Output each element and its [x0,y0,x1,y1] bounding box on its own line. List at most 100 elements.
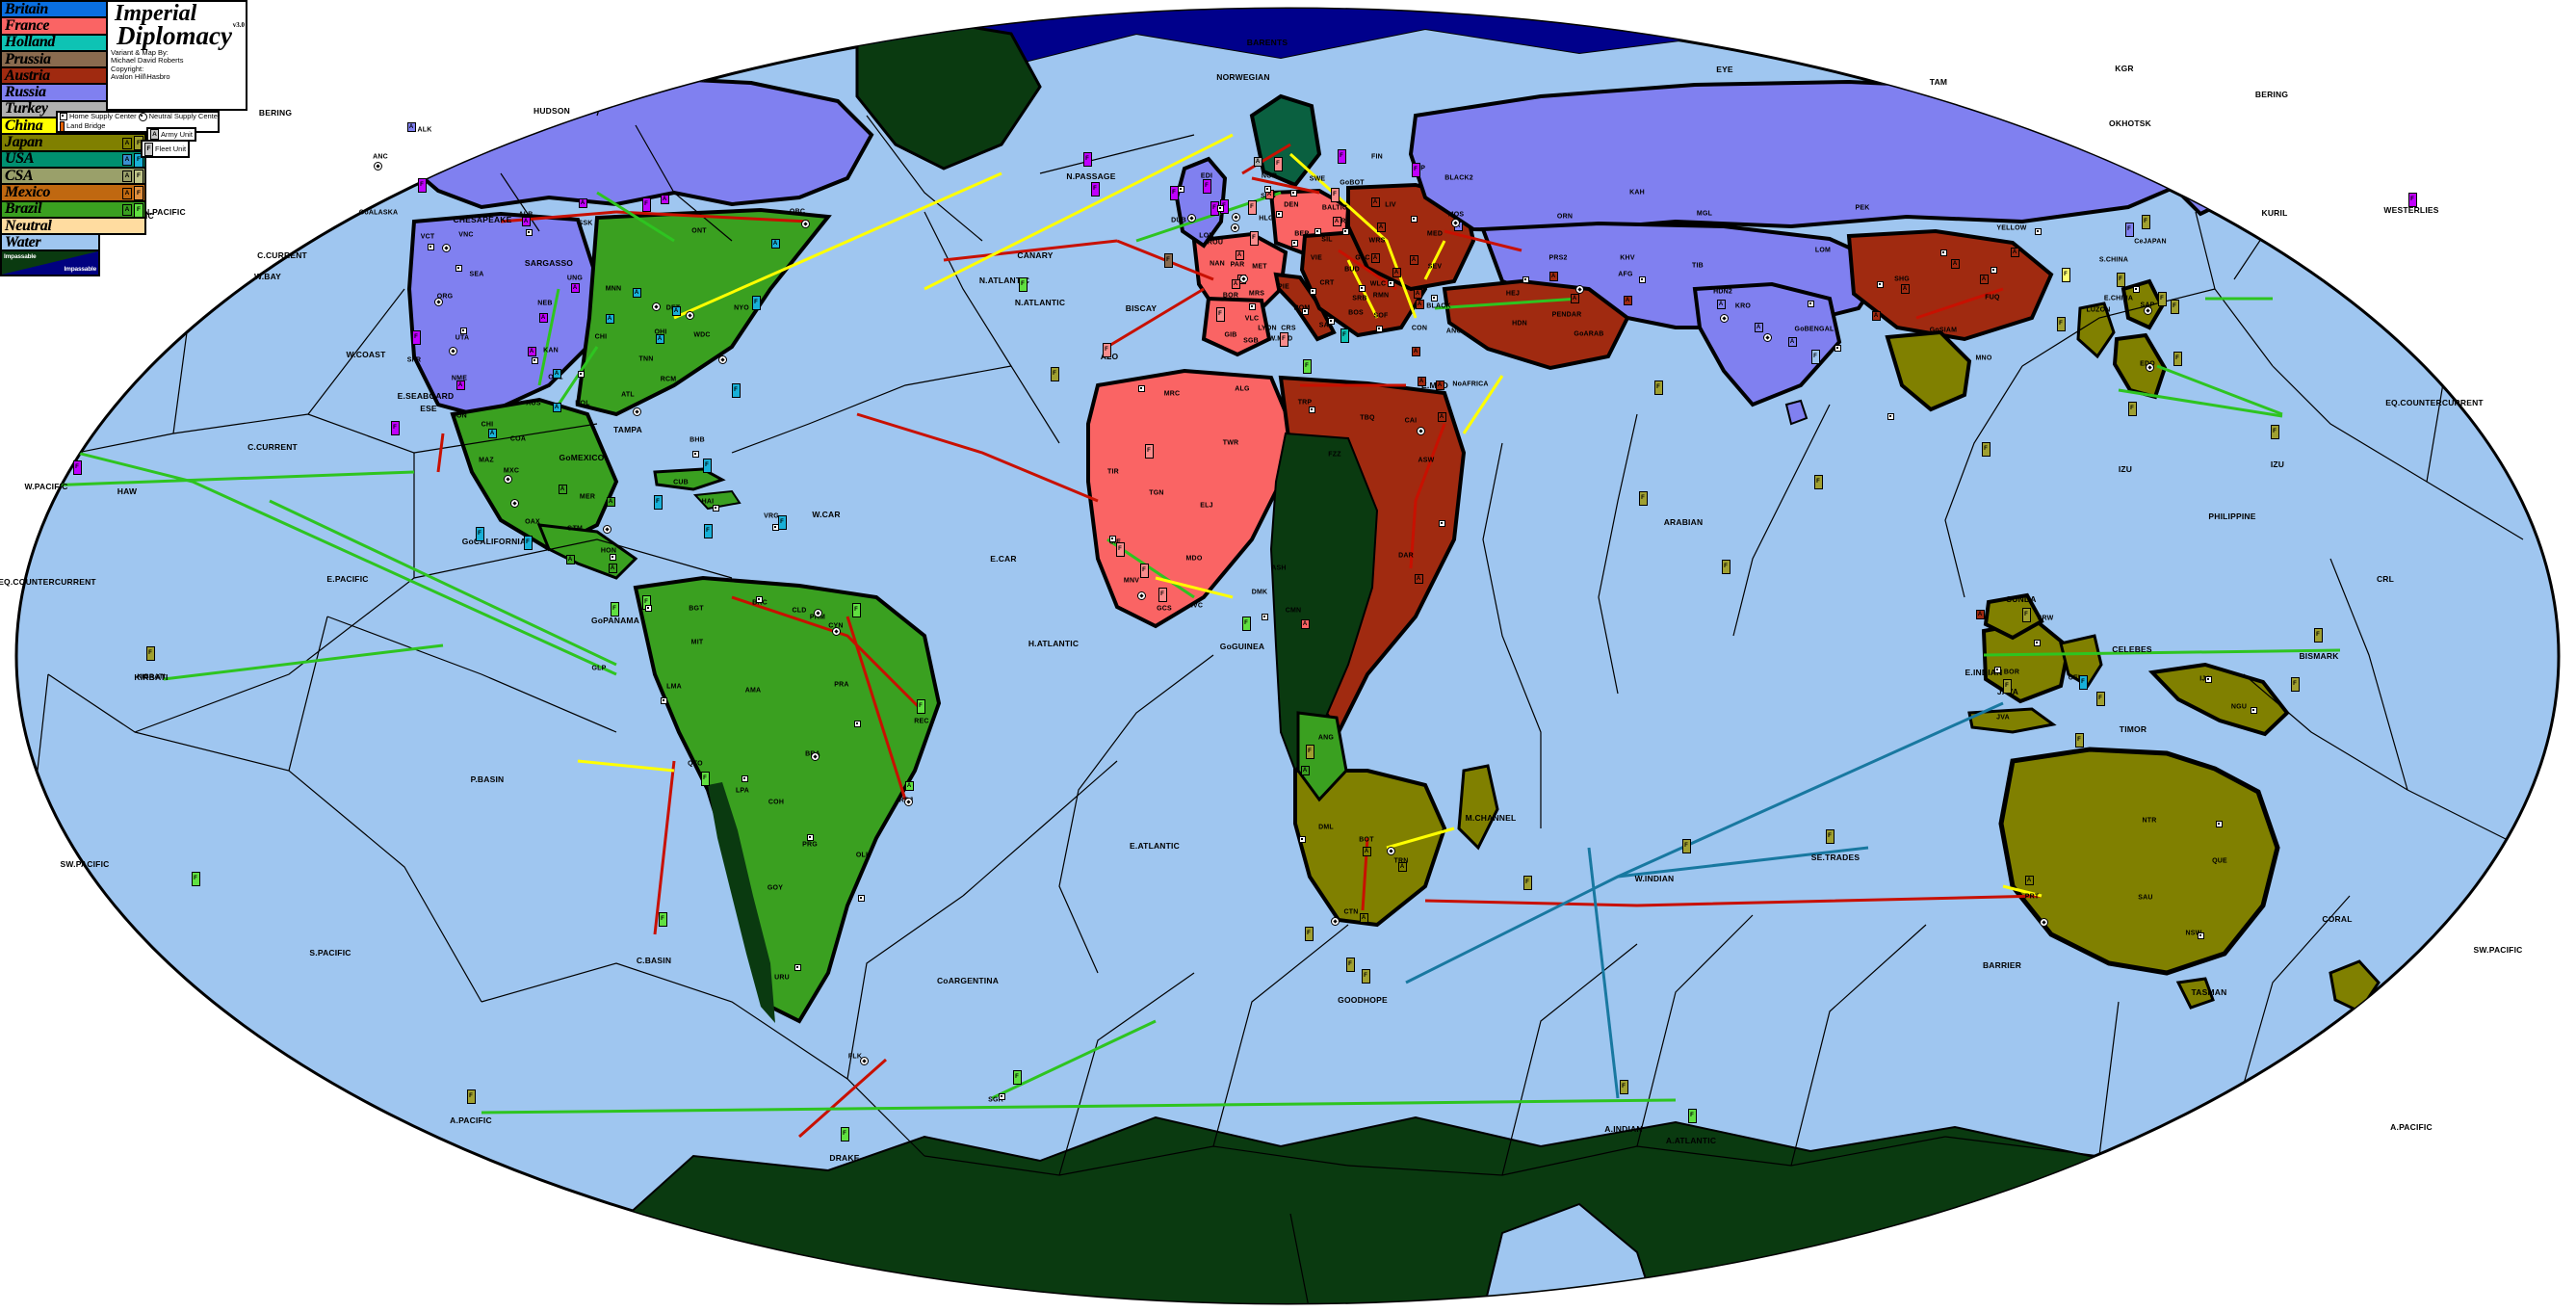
fleet-unit[interactable]: F [1653,380,1663,395]
fleet-unit[interactable]: F [1082,151,1092,167]
fleet-unit[interactable]: F [1304,926,1314,941]
fleet-unit[interactable]: F [658,911,667,927]
army-unit[interactable]: A [632,288,641,298]
army-unit[interactable]: A [1716,300,1726,309]
fleet-unit[interactable]: F [2021,607,2031,622]
army-unit[interactable]: A [1415,300,1424,309]
army-unit[interactable]: A [2010,248,2019,257]
fleet-unit[interactable]: F [417,177,427,193]
celebes[interactable] [2059,634,2103,689]
fleet-unit[interactable]: F [1241,616,1251,631]
army-unit[interactable]: A [1623,296,1632,305]
fleet-unit[interactable]: F [2002,678,2012,694]
fleet-unit[interactable]: F [2313,627,2323,643]
fleet-unit[interactable]: F [411,329,421,345]
italy-austria[interactable] [1273,272,1337,342]
sri-lanka[interactable] [1784,399,1808,426]
army-unit[interactable]: A [527,347,536,356]
fleet-unit[interactable]: F [2157,291,2167,306]
army-unit[interactable]: A [904,781,914,791]
fleet-unit[interactable]: F [1273,156,1283,171]
army-unit[interactable]: A [578,198,587,208]
army-unit[interactable]: A [2024,876,2034,885]
fleet-unit[interactable]: F [777,514,787,530]
alaska-territory[interactable] [285,103,436,181]
java[interactable] [1967,707,2057,734]
canada-territory[interactable] [382,74,874,210]
army-unit[interactable]: A [1332,217,1341,226]
fleet-unit[interactable]: F [1202,178,1211,194]
legend-row-neutral[interactable]: Neutral [0,216,146,236]
fleet-unit[interactable]: F [916,698,925,714]
fleet-unit[interactable]: F [731,382,741,398]
indochina[interactable] [1885,329,1972,412]
fleet-unit[interactable]: F [1813,474,1823,489]
army-unit[interactable]: A [1362,847,1371,856]
army-unit[interactable]: A [1397,862,1407,872]
legend-row-usa[interactable]: USA A F [0,149,146,169]
fleet-unit[interactable]: F [1340,328,1349,343]
army-unit[interactable]: A [521,217,531,226]
tasmania[interactable] [2175,977,2215,1010]
army-unit[interactable]: A [406,122,416,132]
africa-west-coast-brazil[interactable] [1296,711,1348,802]
china-territory[interactable] [1846,228,2054,342]
russia-siberia[interactable] [1408,79,2208,234]
fleet-unit[interactable]: F [523,535,533,550]
army-unit[interactable]: A [1900,284,1910,294]
army-unit[interactable]: A [1570,294,1579,303]
army-unit[interactable]: A [1979,275,1989,284]
fleet-unit[interactable]: F [1050,366,1059,381]
army-unit[interactable]: A [1787,337,1797,347]
fleet-unit[interactable]: F [1169,185,1179,200]
army-unit[interactable]: A [605,314,614,324]
army-unit[interactable]: A [558,485,567,494]
fleet-unit[interactable]: F [1981,441,1991,457]
fleet-unit[interactable]: F [1638,490,1648,506]
army-unit[interactable]: A [660,195,669,204]
fleet-unit[interactable]: F [1361,968,1370,984]
army-unit[interactable]: A [1376,223,1386,232]
fleet-unit[interactable]: F [2124,222,2134,237]
army-unit[interactable]: A [570,283,580,293]
army-unit[interactable]: A [552,403,561,412]
fleet-unit[interactable]: F [2170,299,2179,314]
fleet-unit[interactable]: F [1247,199,1257,215]
army-unit[interactable]: A [1975,610,1985,619]
fleet-unit[interactable]: F [1158,587,1167,602]
fleet-unit[interactable]: F [2270,424,2279,439]
fleet-unit[interactable]: F [2407,192,2417,207]
fleet-unit[interactable]: F [1305,744,1314,759]
australia[interactable] [1998,747,2280,976]
fleet-unit[interactable]: F [72,459,82,475]
army-unit[interactable]: A [1437,412,1446,422]
fleet-unit[interactable]: F [390,420,400,435]
fleet-unit[interactable]: F [840,1126,849,1141]
army-unit[interactable]: A [1417,377,1426,386]
india-britain[interactable] [1692,281,1842,407]
fleet-unit[interactable]: F [1144,443,1154,459]
army-unit[interactable]: A [1548,272,1558,281]
fleet-unit[interactable]: F [2095,691,2105,706]
fleet-unit[interactable]: F [1090,181,1100,197]
fleet-unit[interactable]: F [1810,349,1820,364]
fleet-unit[interactable]: F [1337,148,1346,164]
fleet-unit[interactable]: F [145,645,155,661]
fleet-unit[interactable]: F [1687,1108,1697,1123]
army-unit[interactable]: A [565,555,575,564]
sumatra[interactable] [1983,592,2044,641]
fleet-unit[interactable]: F [1619,1079,1628,1094]
army-unit[interactable]: A [1300,619,1310,629]
fleet-unit[interactable]: F [1163,252,1173,268]
fleet-unit[interactable]: F [1302,358,1312,374]
fleet-unit[interactable]: F [1115,541,1125,557]
legend-row-japan[interactable]: Japan A F [0,133,146,152]
fleet-unit[interactable]: F [2078,674,2088,690]
fleet-unit[interactable]: F [2116,272,2125,287]
fleet-unit[interactable]: F [702,458,712,473]
fleet-unit[interactable]: F [2056,316,2066,331]
army-unit[interactable]: A [1871,311,1881,321]
army-unit[interactable]: A [538,313,548,323]
army-unit[interactable]: A [655,334,664,344]
